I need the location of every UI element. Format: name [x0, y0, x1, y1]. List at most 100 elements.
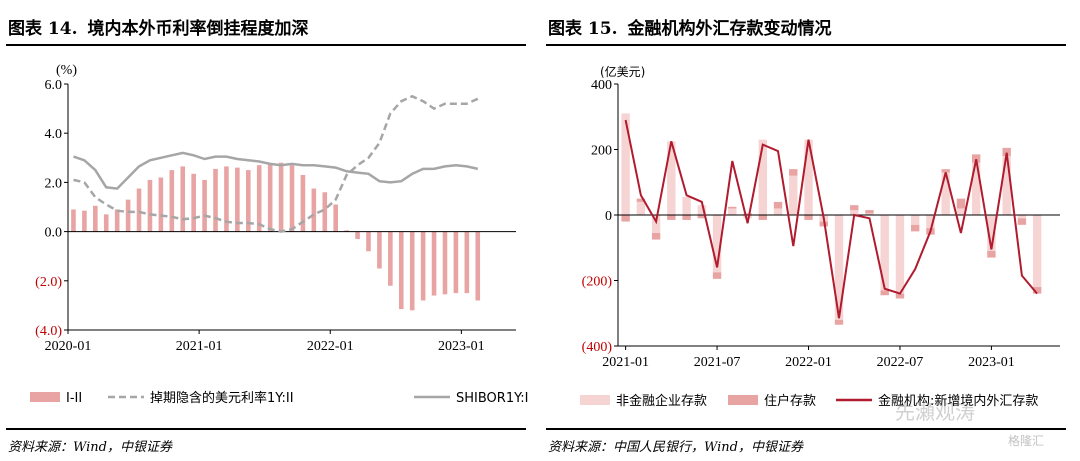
right-bar — [834, 319, 844, 325]
left-bar — [355, 231, 360, 239]
right-legend-label: 住户存款 — [764, 393, 816, 409]
right-bar — [682, 196, 691, 215]
left-bar — [442, 231, 448, 295]
left-bar — [82, 210, 87, 232]
left-legend-label: 掉期隐含的美元利率1Y:II — [150, 390, 294, 406]
left-bar — [93, 205, 98, 232]
right-bar — [697, 205, 707, 215]
right-bar — [911, 215, 920, 225]
right-bottom-rule — [546, 428, 1066, 430]
left-bar — [398, 231, 404, 310]
right-bar — [667, 215, 676, 220]
left-legend-label: SHIBOR1Y:I — [456, 391, 529, 406]
right-bar — [971, 154, 981, 163]
left-bar — [333, 204, 339, 232]
left-y-tick-label: (2.0) — [35, 275, 62, 290]
right-bar — [697, 215, 707, 219]
watermark-text: 先瀬观涛 — [895, 400, 975, 424]
right-series-line — [624, 119, 1038, 319]
left-bar — [420, 231, 426, 301]
left-y-tick-label: 4.0 — [45, 127, 63, 142]
left-bar — [377, 231, 382, 269]
right-bar — [743, 213, 752, 215]
left-bottom-rule — [6, 428, 526, 430]
left-bar — [409, 231, 415, 311]
left-bar — [245, 170, 251, 232]
right-bar — [971, 162, 981, 215]
left-legend-swatch — [30, 392, 60, 402]
right-bar — [834, 215, 844, 320]
right-bar — [956, 198, 966, 209]
right-legend-swatch — [580, 395, 610, 405]
left-y-tick-label: 0.0 — [45, 226, 63, 241]
right-source-note: 资料来源：中国人民银行，Wind，中银证券 — [548, 440, 803, 455]
left-bar — [180, 166, 186, 232]
watermark-logo-text: 格隆汇 — [1008, 434, 1045, 448]
right-bar — [865, 210, 874, 214]
left-figure: 图表 14. 境内本外币利率倒挂程度加深 (%) 6.0 4.0 2.0 0.0 (2.0)… — [6, 19, 529, 455]
right-unit-label: (亿美元) — [600, 64, 645, 79]
right-bar — [621, 113, 630, 215]
right-bar — [728, 206, 737, 209]
left-bar — [300, 175, 306, 232]
left-y-tick-label: (4.0) — [35, 324, 62, 339]
left-bar — [475, 231, 481, 301]
right-bar — [789, 169, 798, 176]
left-bar — [235, 167, 240, 232]
right-bar — [1032, 215, 1042, 288]
right-bar — [804, 139, 813, 215]
right-bar — [941, 172, 950, 215]
right-bar — [621, 215, 630, 222]
right-y-tick-label: (200) — [582, 275, 613, 290]
right-bar — [789, 175, 798, 215]
right-bar — [743, 215, 752, 219]
left-x-tick-label: 2022-01 — [307, 339, 354, 354]
left-series-line — [73, 94, 479, 233]
left-top-rule — [6, 44, 526, 46]
left-bar — [322, 192, 328, 232]
left-legend-label: I-II — [66, 391, 82, 406]
left-bar — [213, 168, 218, 232]
right-bar — [1017, 215, 1027, 219]
left-figure-caption: 境内本外币利率倒挂程度加深 — [87, 19, 309, 39]
right-bar — [941, 169, 950, 173]
right-bar — [682, 215, 691, 220]
right-legend-label: 金融机构:新增境内外汇存款 — [878, 393, 1038, 409]
right-bar — [926, 215, 935, 229]
right-bar — [1002, 147, 1011, 157]
right-bar — [758, 215, 767, 220]
left-bar — [267, 163, 273, 232]
right-bar — [850, 205, 859, 211]
right-legend-swatch — [728, 395, 758, 405]
right-x-tick-label: 2023-01 — [968, 355, 1015, 370]
left-x-tick-label: 2020-01 — [45, 339, 92, 354]
right-figure-title: 图表 15. 金融机构外汇存款变动情况 — [548, 14, 842, 39]
left-bar — [388, 231, 393, 286]
right-bar — [773, 201, 783, 209]
right-y-tick-label: 400 — [591, 78, 612, 93]
right-bar — [804, 215, 813, 220]
right-bar — [636, 198, 646, 202]
right-bar — [712, 215, 722, 273]
left-bar — [158, 177, 164, 232]
left-bar — [224, 166, 229, 232]
right-legend-label: 非金融企业存款 — [616, 393, 707, 409]
right-chart: (亿美元)400 200 0 (200) (400)2021-01 2021-07 2022… — [580, 64, 1060, 409]
right-x-tick-label: 2022-01 — [785, 355, 832, 370]
right-figure: 图表 15. 金融机构外汇存款变动情况 (亿美元) 400 200 0 (200) (400… — [540, 0, 1080, 461]
right-top-rule — [546, 44, 1066, 46]
left-bar — [344, 230, 349, 232]
left-x-tick-label: 2021-01 — [176, 339, 223, 354]
left-figure-number: 图表 14. — [8, 19, 78, 39]
right-y-tick-label: (400) — [582, 340, 613, 355]
right-bar — [651, 215, 661, 234]
left-chart: (%)6.0 4.0 2.0 0.0 (2.0) (4.0)2020-01 2021-01 2… — [30, 63, 529, 406]
right-bar — [850, 210, 859, 215]
left-bar — [311, 188, 317, 232]
left-bar — [147, 179, 153, 232]
left-bar — [202, 179, 207, 232]
left-bar — [278, 162, 284, 232]
right-bar — [911, 224, 920, 232]
left-x-tick-label: 2023-01 — [438, 339, 485, 354]
right-bar — [956, 208, 966, 215]
